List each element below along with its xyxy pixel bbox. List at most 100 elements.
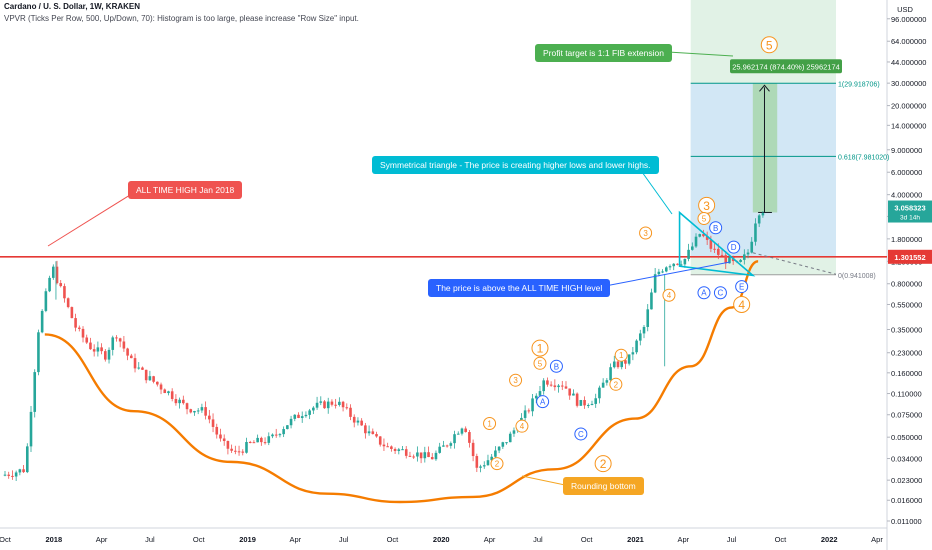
price-tick-label: 44.000000 <box>891 58 926 67</box>
callout-ath: ALL TIME HIGH Jan 2018 <box>128 181 243 199</box>
candle-body <box>501 442 505 447</box>
candle-body <box>111 337 115 350</box>
candle-body <box>185 403 189 410</box>
time-tick-label: 2018 <box>45 535 62 544</box>
candle-body <box>583 400 586 406</box>
candle-body <box>193 411 196 413</box>
candle-body <box>505 442 508 444</box>
candle-body <box>334 404 337 406</box>
time-tick-label: Apr <box>289 535 301 544</box>
callout-triangle: Symmetrical triangle - The price is crea… <box>372 156 659 174</box>
candle-body <box>263 442 267 444</box>
wave-label: 4 <box>738 298 745 312</box>
candle-body <box>100 347 103 352</box>
price-tick-label: 30.000000 <box>891 79 926 88</box>
candle-body <box>196 410 200 412</box>
candle-body <box>297 414 300 418</box>
candle-body <box>319 401 323 403</box>
candle-body <box>508 433 512 443</box>
candle-body <box>661 271 664 273</box>
candle-body <box>323 401 326 409</box>
target-box <box>752 83 778 213</box>
candle-body <box>40 310 44 333</box>
candle-body <box>63 286 66 299</box>
candle-body <box>74 318 77 328</box>
candle-body <box>687 249 690 259</box>
candles <box>3 210 765 481</box>
candle-body <box>66 298 70 308</box>
candle-body <box>141 367 144 370</box>
wave-label: D <box>731 243 737 252</box>
candle-body <box>497 446 501 451</box>
candle-body <box>286 425 289 430</box>
candle-body <box>390 446 393 449</box>
wave-label-circle <box>509 373 523 387</box>
candle-body <box>189 409 193 413</box>
candle-body <box>549 384 553 386</box>
candle-body <box>159 384 163 390</box>
candle-body <box>683 258 687 265</box>
price-tick-label: 0.023000 <box>891 476 922 485</box>
wave-label: 5 <box>702 215 707 224</box>
wave-label-circle <box>536 395 550 409</box>
wave-label-circle <box>574 427 588 441</box>
candle-body <box>419 452 423 459</box>
wave-label: 2 <box>600 457 607 471</box>
price-tick-label: 0.350000 <box>891 325 922 334</box>
candle-body <box>430 457 434 460</box>
candle-body <box>743 254 746 260</box>
candle-body <box>724 255 728 264</box>
ath-price-box <box>888 249 932 264</box>
candle-body <box>761 212 765 216</box>
wave-label-circle <box>733 295 751 313</box>
candle-body <box>37 332 40 373</box>
candle-body <box>48 277 51 292</box>
wave-label: B <box>713 224 718 233</box>
candle-body <box>78 327 81 329</box>
indicator-status: VPVR (Ticks Per Row, 500, Up/Down, 70): … <box>4 14 359 23</box>
candle-body <box>438 446 441 453</box>
candle-body <box>11 475 14 477</box>
wave-label-circle <box>490 457 504 471</box>
price-tick-label: 0.230000 <box>891 349 922 358</box>
candle-body <box>371 431 375 435</box>
wave-label-circle <box>515 419 529 433</box>
candle-body <box>720 254 724 256</box>
candle-body <box>234 450 237 452</box>
price-tick-label: 0.550000 <box>891 300 922 309</box>
candle-body <box>25 446 29 473</box>
price-tick-label: 9.000000 <box>891 146 922 155</box>
candle-body <box>89 342 92 350</box>
candle-body <box>59 283 63 287</box>
candle-body <box>456 433 460 435</box>
wave-label: 3 <box>643 229 648 238</box>
wave-label-circle <box>697 212 711 226</box>
candle-body <box>705 236 709 240</box>
candle-body <box>412 456 415 458</box>
time-tick-label: Apr <box>871 535 883 544</box>
wave-label: C <box>578 430 584 439</box>
callout-above-ath: The price is above the ALL TIME HIGH lev… <box>428 279 611 297</box>
wave-label-circle <box>533 356 547 370</box>
candle-body <box>642 326 646 334</box>
candle-body <box>92 349 96 352</box>
candle-body <box>490 456 493 461</box>
candle-body <box>598 387 601 399</box>
callout-triangle-pointer <box>641 171 673 215</box>
candle-body <box>315 402 319 408</box>
candle-body <box>222 438 226 442</box>
candle-body <box>445 445 449 447</box>
candle-body <box>18 469 22 473</box>
callout-target-pointer <box>667 51 734 57</box>
candle-body <box>338 401 341 406</box>
candle-body <box>107 349 111 360</box>
candle-body <box>557 385 560 388</box>
candle-body <box>170 391 174 399</box>
candle-body <box>709 239 713 249</box>
time-tick-label: Apr <box>484 535 496 544</box>
candle-body <box>449 443 453 446</box>
time-tick-label: Jul <box>339 535 349 544</box>
candle-body <box>241 451 245 453</box>
candle-body <box>442 445 445 447</box>
